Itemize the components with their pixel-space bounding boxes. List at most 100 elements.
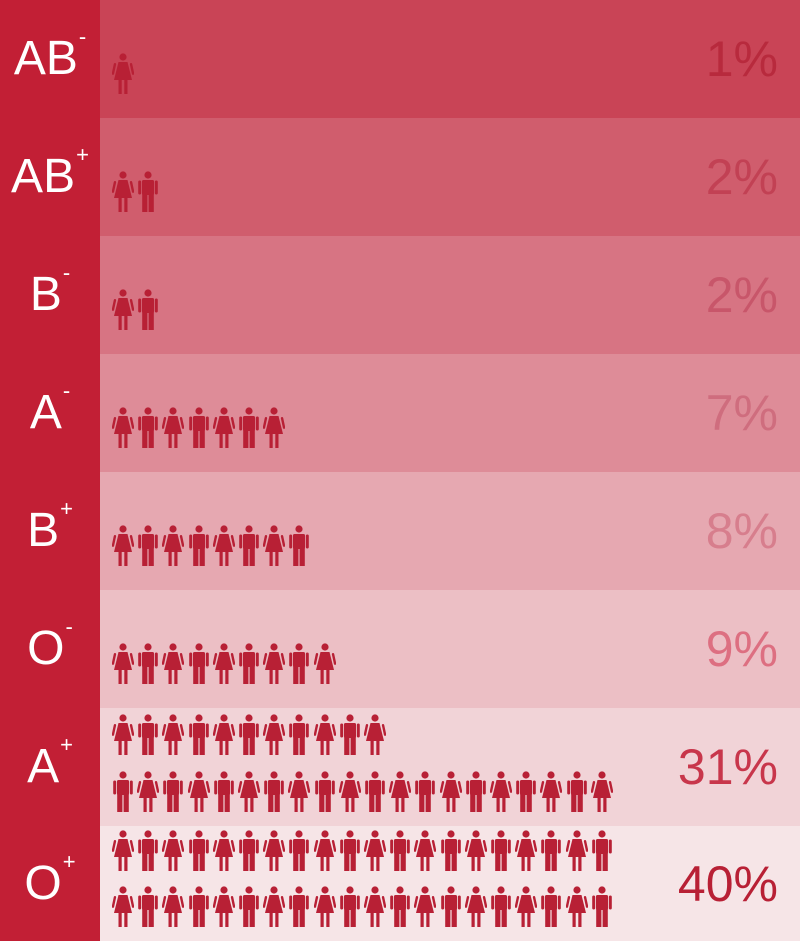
- rh-sign-text: -: [65, 614, 73, 639]
- row-band: [100, 236, 800, 354]
- female-figure-icon: [540, 771, 563, 812]
- male-figure-icon: [541, 830, 562, 871]
- blood-type-cell: O +: [0, 826, 100, 941]
- female-figure-icon: [364, 714, 386, 755]
- female-figure-icon: [112, 53, 134, 94]
- blood-type-cell: B +: [0, 472, 100, 590]
- row-A-positive: A +31%: [0, 708, 800, 826]
- female-figure-icon: [263, 643, 286, 684]
- female-figure-icon: [187, 771, 210, 812]
- female-figure-icon: [515, 886, 538, 927]
- female-figure-icon: [313, 643, 336, 684]
- female-figure-icon: [414, 886, 437, 927]
- female-figure-icon: [263, 830, 286, 871]
- female-figure-icon: [162, 407, 185, 448]
- female-figure-icon: [389, 771, 412, 812]
- female-figure-icon: [464, 886, 487, 927]
- blood-type-cell: B-: [0, 236, 100, 354]
- blood-group-text: AB: [13, 32, 78, 85]
- blood-type-label: A-: [0, 354, 100, 472]
- rh-sign-text: +: [62, 848, 76, 874]
- male-figure-icon: [440, 830, 461, 871]
- male-figure-icon: [591, 886, 612, 927]
- male-figure-icon: [138, 289, 158, 330]
- male-figure-icon: [188, 407, 209, 448]
- female-figure-icon: [338, 771, 361, 812]
- female-figure-icon: [414, 830, 437, 871]
- male-figure-icon: [491, 886, 511, 927]
- male-figure-icon: [138, 886, 158, 927]
- female-figure-icon: [112, 525, 134, 566]
- people-pictogram: [112, 472, 616, 590]
- female-figure-icon: [263, 525, 286, 566]
- blood-type-cell: O-: [0, 590, 100, 708]
- female-figure-icon: [212, 714, 235, 755]
- blood-type-label: B-: [0, 236, 100, 354]
- male-figure-icon: [541, 886, 562, 927]
- male-figure-icon: [365, 771, 385, 812]
- male-figure-icon: [188, 886, 209, 927]
- male-figure-icon: [138, 171, 158, 212]
- male-figure-icon: [516, 771, 536, 812]
- male-figure-icon: [289, 714, 310, 755]
- female-figure-icon: [212, 407, 235, 448]
- percent-label: 2%: [705, 267, 778, 323]
- female-figure-icon: [464, 830, 487, 871]
- female-figure-icon: [112, 643, 134, 684]
- female-figure-icon: [137, 771, 160, 812]
- female-figure-icon: [212, 830, 235, 871]
- people-pictogram: [112, 354, 616, 472]
- male-figure-icon: [188, 830, 209, 871]
- male-figure-icon: [289, 525, 310, 566]
- female-figure-icon: [313, 886, 336, 927]
- male-figure-icon: [113, 771, 133, 812]
- male-figure-icon: [188, 643, 209, 684]
- female-figure-icon: [162, 886, 185, 927]
- female-figure-icon: [162, 830, 185, 871]
- row-AB-positive: AB +2%: [0, 118, 800, 236]
- row-band: [100, 354, 800, 472]
- blood-group-text: A: [27, 740, 60, 793]
- female-figure-icon: [212, 886, 235, 927]
- blood-group-text: B: [29, 268, 62, 321]
- male-figure-icon: [188, 525, 209, 566]
- male-figure-icon: [239, 525, 259, 566]
- female-figure-icon: [313, 714, 336, 755]
- male-figure-icon: [163, 771, 184, 812]
- male-figure-icon: [415, 771, 436, 812]
- male-figure-icon: [465, 771, 486, 812]
- blood-group-text: O: [27, 622, 65, 675]
- male-figure-icon: [138, 525, 158, 566]
- female-figure-icon: [364, 830, 386, 871]
- female-figure-icon: [590, 771, 613, 812]
- percent-label: 7%: [705, 385, 778, 441]
- rh-sign-text: +: [60, 732, 73, 757]
- blood-type-label: A +: [0, 708, 100, 826]
- people-pictogram: [112, 826, 616, 941]
- people-pictogram: [112, 0, 616, 118]
- female-figure-icon: [112, 407, 134, 448]
- row-band: [100, 590, 800, 708]
- female-figure-icon: [212, 525, 235, 566]
- female-figure-icon: [112, 289, 134, 330]
- female-figure-icon: [112, 830, 134, 871]
- male-figure-icon: [491, 830, 511, 871]
- blood-type-label: AB +: [0, 118, 100, 236]
- rh-sign-text: -: [62, 378, 71, 403]
- female-figure-icon: [212, 643, 235, 684]
- people-pictogram: [112, 590, 616, 708]
- male-figure-icon: [390, 886, 410, 927]
- blood-group-text: A: [29, 386, 62, 439]
- blood-type-label: O +: [0, 826, 100, 941]
- male-figure-icon: [239, 407, 259, 448]
- female-figure-icon: [288, 771, 311, 812]
- row-O-negative: O - 9%: [0, 590, 800, 708]
- male-figure-icon: [591, 830, 612, 871]
- row-B-positive: B +8%: [0, 472, 800, 590]
- female-figure-icon: [490, 771, 512, 812]
- female-figure-icon: [162, 643, 185, 684]
- female-figure-icon: [112, 171, 134, 212]
- male-figure-icon: [339, 886, 360, 927]
- female-figure-icon: [263, 886, 286, 927]
- female-figure-icon: [162, 714, 185, 755]
